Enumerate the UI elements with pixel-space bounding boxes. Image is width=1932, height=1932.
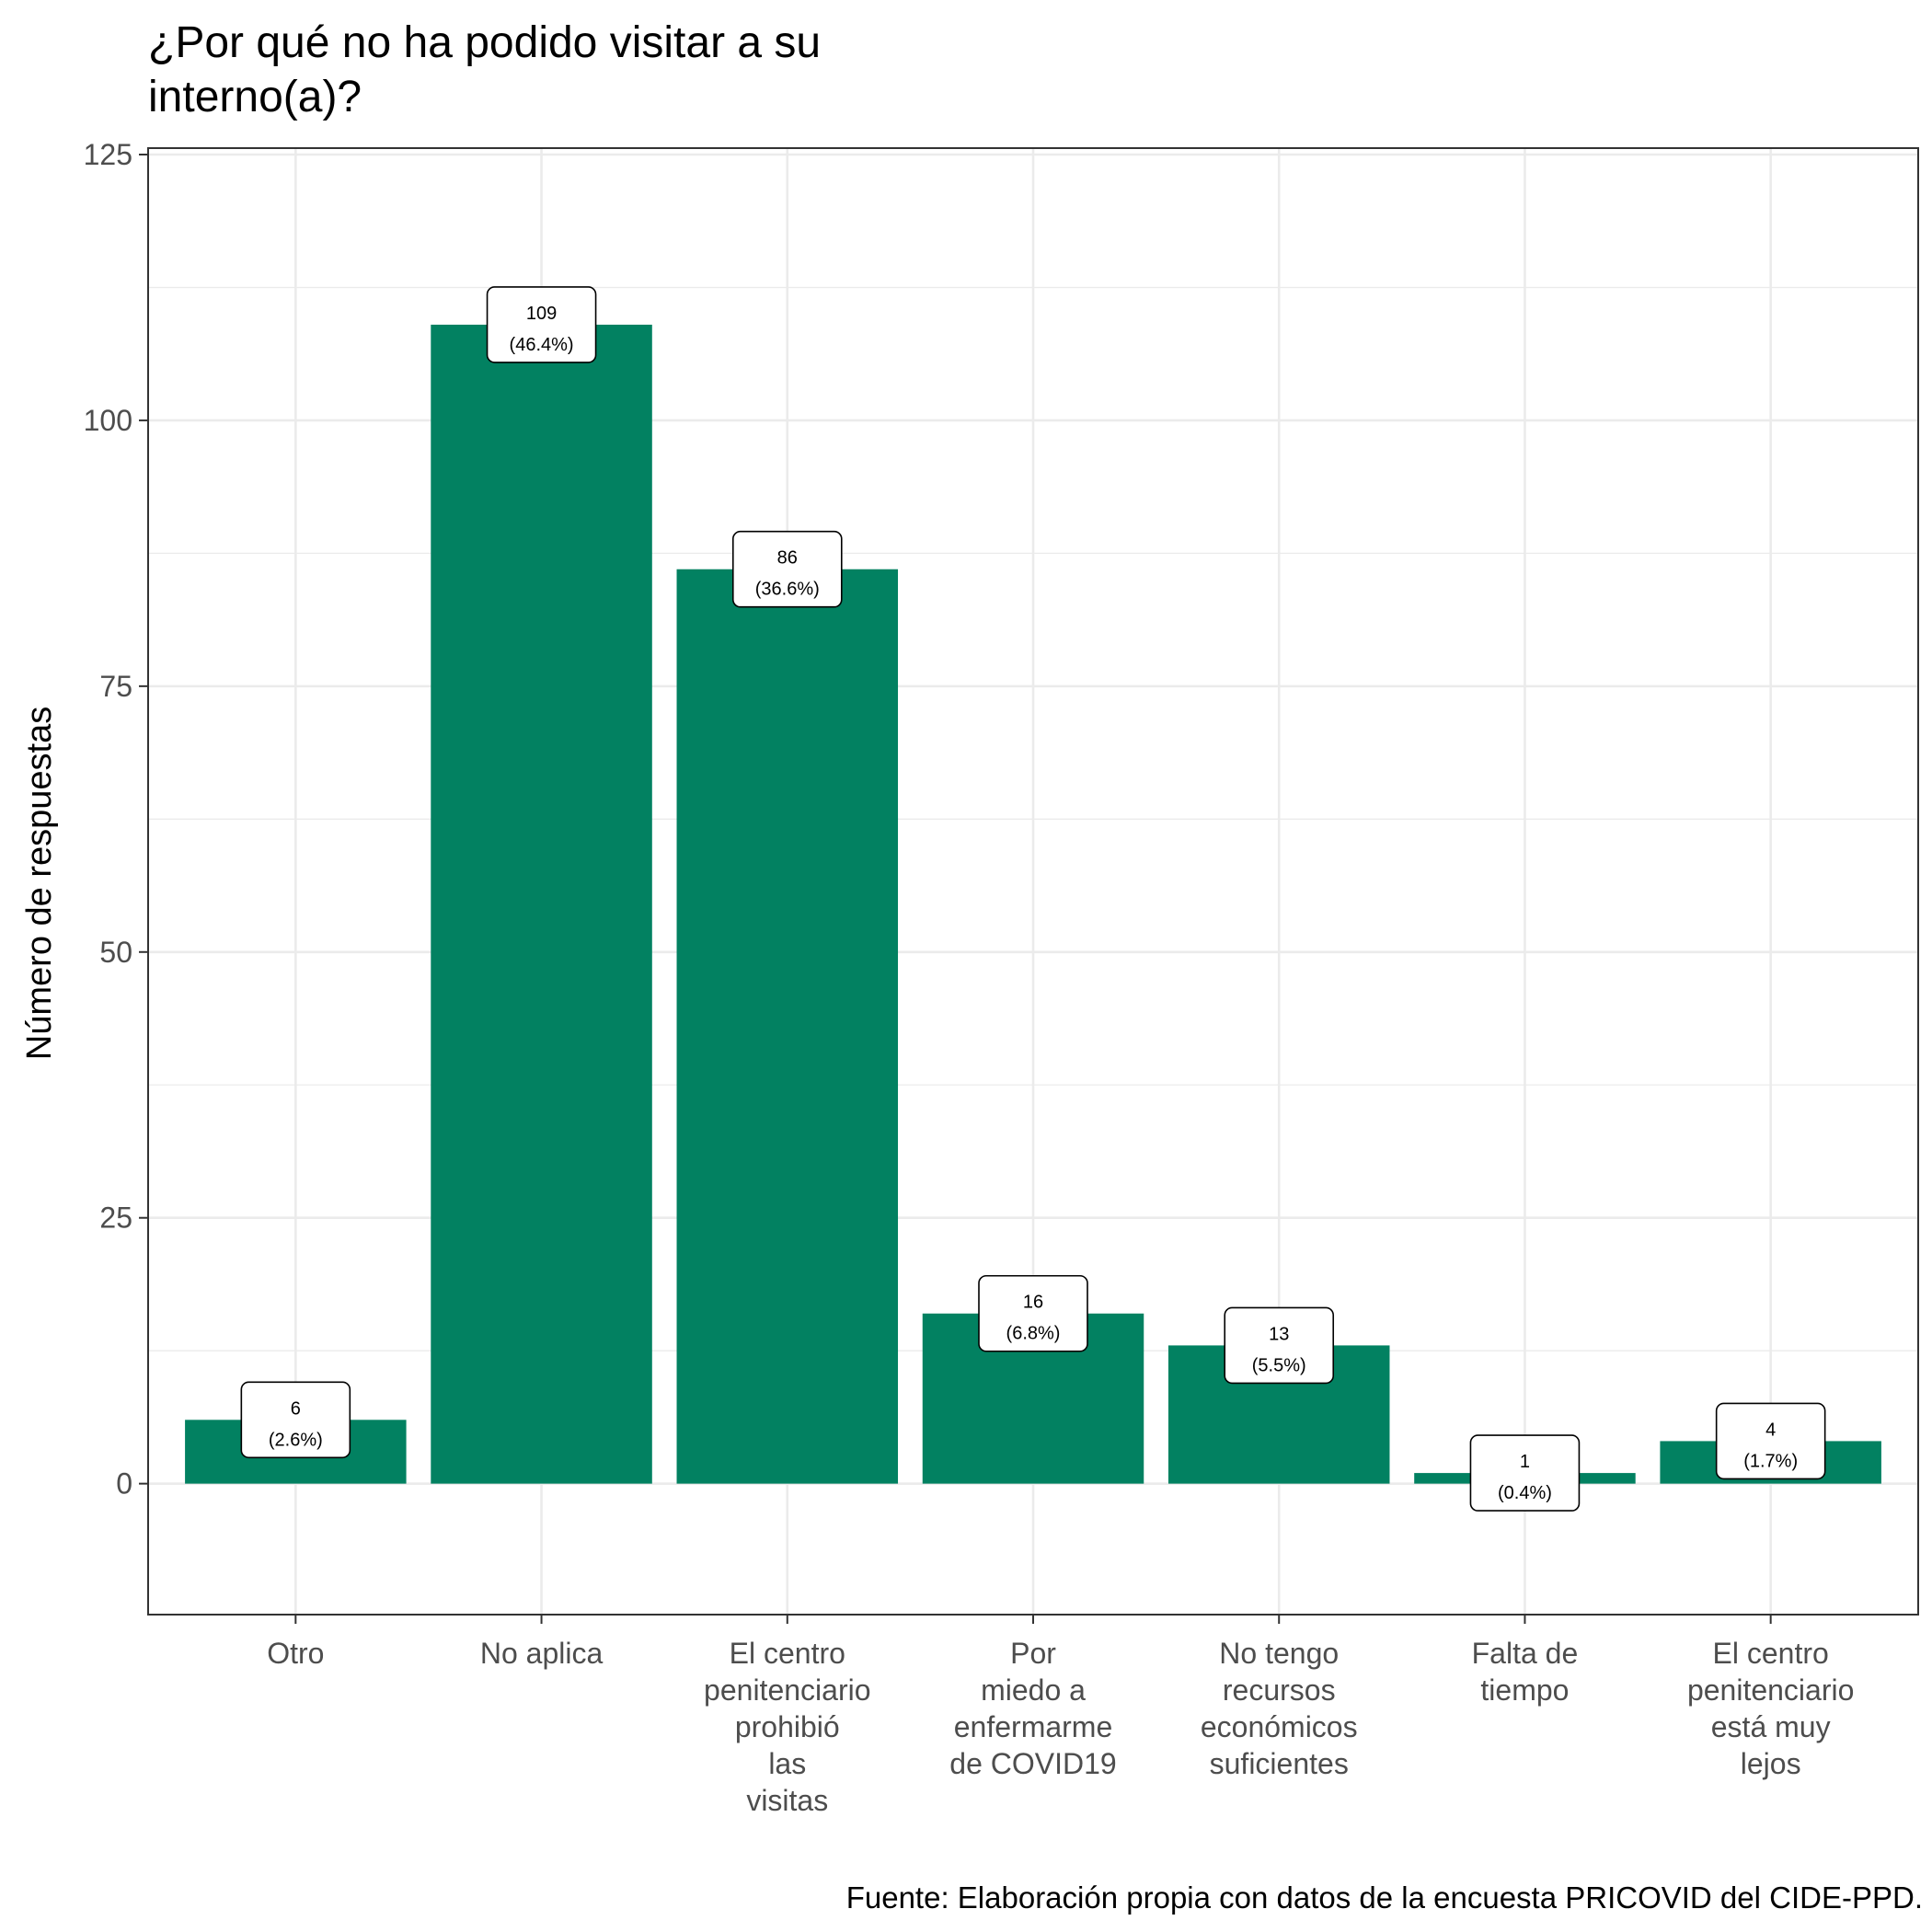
y-axis-label: Número de respuestas [20,707,59,1060]
data-label-text: (46.4%) [510,335,574,355]
x-tick-label: lejos [1741,1747,1801,1780]
bar [431,324,652,1484]
x-tick-label: está muy [1711,1710,1831,1743]
data-label-box [486,286,597,363]
data-label-box [1715,1402,1826,1480]
data-label: 4 (1.7%) [1715,1402,1826,1480]
x-tick-label: miedo a [981,1673,1086,1707]
data-label-box [978,1274,1088,1352]
x-tick-label: penitenciario [704,1673,870,1707]
data-label: 16 (6.8%) [978,1274,1088,1352]
data-label-text: (5.5%) [1252,1355,1306,1375]
x-tick-label: Falta de [1472,1637,1579,1670]
data-label-text: 1 [1520,1452,1530,1472]
data-label-text: 13 [1269,1324,1289,1344]
x-tick-label: suficientes [1210,1747,1349,1780]
y-tick-label: 100 [84,404,132,437]
data-label-box [240,1381,351,1459]
data-label: 86 (36.6%) [731,530,843,608]
x-tick-label: recursos [1223,1673,1336,1707]
x-tick-label: tiempo [1480,1673,1569,1707]
data-label-text: (2.6%) [269,1430,323,1450]
x-tick-label: El centro [1713,1637,1829,1670]
x-tick-label: No aplica [480,1637,604,1670]
bars [185,324,1881,1484]
data-label: 1 (0.4%) [1469,1434,1581,1512]
chart-title-line-2: interno(a)? [148,73,362,121]
data-label-text: (6.8%) [1006,1324,1061,1344]
data-label-text: (0.4%) [1498,1483,1552,1503]
data-labels: 6 (2.6%) 109 (46.4%) 86 (36.6%) 16 (6.8%) 13 (5.5… [240,286,1826,1512]
data-label: 13 (5.5%) [1224,1306,1335,1385]
data-label-text: 6 [291,1398,301,1419]
y-tick-label: 25 [99,1202,132,1235]
x-tick-label: Otro [267,1637,324,1670]
y-tick-label: 125 [84,138,132,171]
x-tick-label: No tengo [1219,1637,1339,1670]
data-label-text: 16 [1023,1293,1043,1313]
data-label-box [731,530,843,608]
y-tick-label: 50 [99,936,132,969]
x-tick-label: las [768,1747,806,1780]
x-tick-label: penitenciario [1687,1673,1854,1707]
caption: Fuente: Elaboración propia con datos de … [846,1880,1923,1915]
data-label-text: (36.6%) [755,580,820,600]
x-tick-label: enfermarme [954,1710,1113,1743]
chart-title-line-1: ¿Por qué no ha podido visitar a su [148,18,821,67]
data-label-text: 109 [526,304,557,324]
y-tick-label: 75 [99,670,132,703]
x-tick-label: El centro [730,1637,845,1670]
data-label-box [1469,1434,1581,1512]
x-tick-label: prohibió [735,1710,840,1743]
y-tick-label: 0 [116,1467,132,1501]
data-label-box [1224,1306,1335,1385]
x-tick-label: Por [1010,1637,1056,1670]
x-tick-label: económicos [1201,1710,1358,1743]
data-label: 109 (46.4%) [486,286,597,363]
data-label-text: 86 [777,548,798,569]
x-tick-label: de COVID19 [949,1747,1116,1780]
bar [676,569,899,1484]
data-label-text: 4 [1765,1420,1776,1440]
data-label-text: (1.7%) [1743,1451,1798,1471]
x-tick-label: visitas [746,1784,828,1817]
data-label: 6 (2.6%) [240,1381,351,1459]
